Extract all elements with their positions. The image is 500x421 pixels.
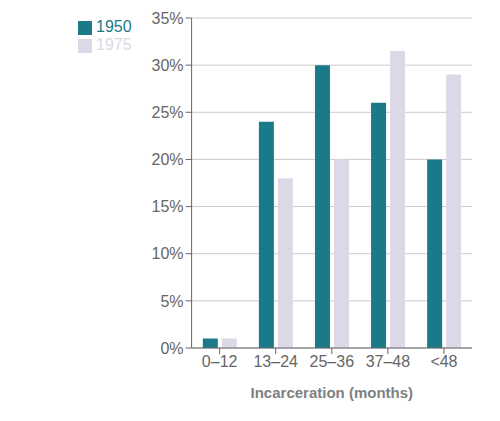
svg-text:10%: 10% — [152, 245, 184, 262]
svg-text:<48: <48 — [430, 353, 457, 370]
svg-text:35%: 35% — [152, 10, 184, 27]
svg-text:13–24: 13–24 — [253, 353, 298, 370]
svg-text:37–48: 37–48 — [366, 353, 411, 370]
html-text:1950: 1950 — [96, 18, 132, 35]
svg-text:0–12: 0–12 — [202, 353, 238, 370]
svg-text:15%: 15% — [152, 198, 184, 215]
svg-text:5%: 5% — [160, 293, 183, 310]
svg-text:25–36: 25–36 — [310, 353, 355, 370]
svg-text:20%: 20% — [152, 151, 184, 168]
html-text:1975: 1975 — [96, 36, 132, 53]
svg-text:25%: 25% — [152, 104, 184, 121]
svg-text:Incarceration (months): Incarceration (months) — [251, 384, 414, 401]
svg-text:0%: 0% — [160, 340, 183, 357]
svg-text:30%: 30% — [152, 57, 184, 74]
